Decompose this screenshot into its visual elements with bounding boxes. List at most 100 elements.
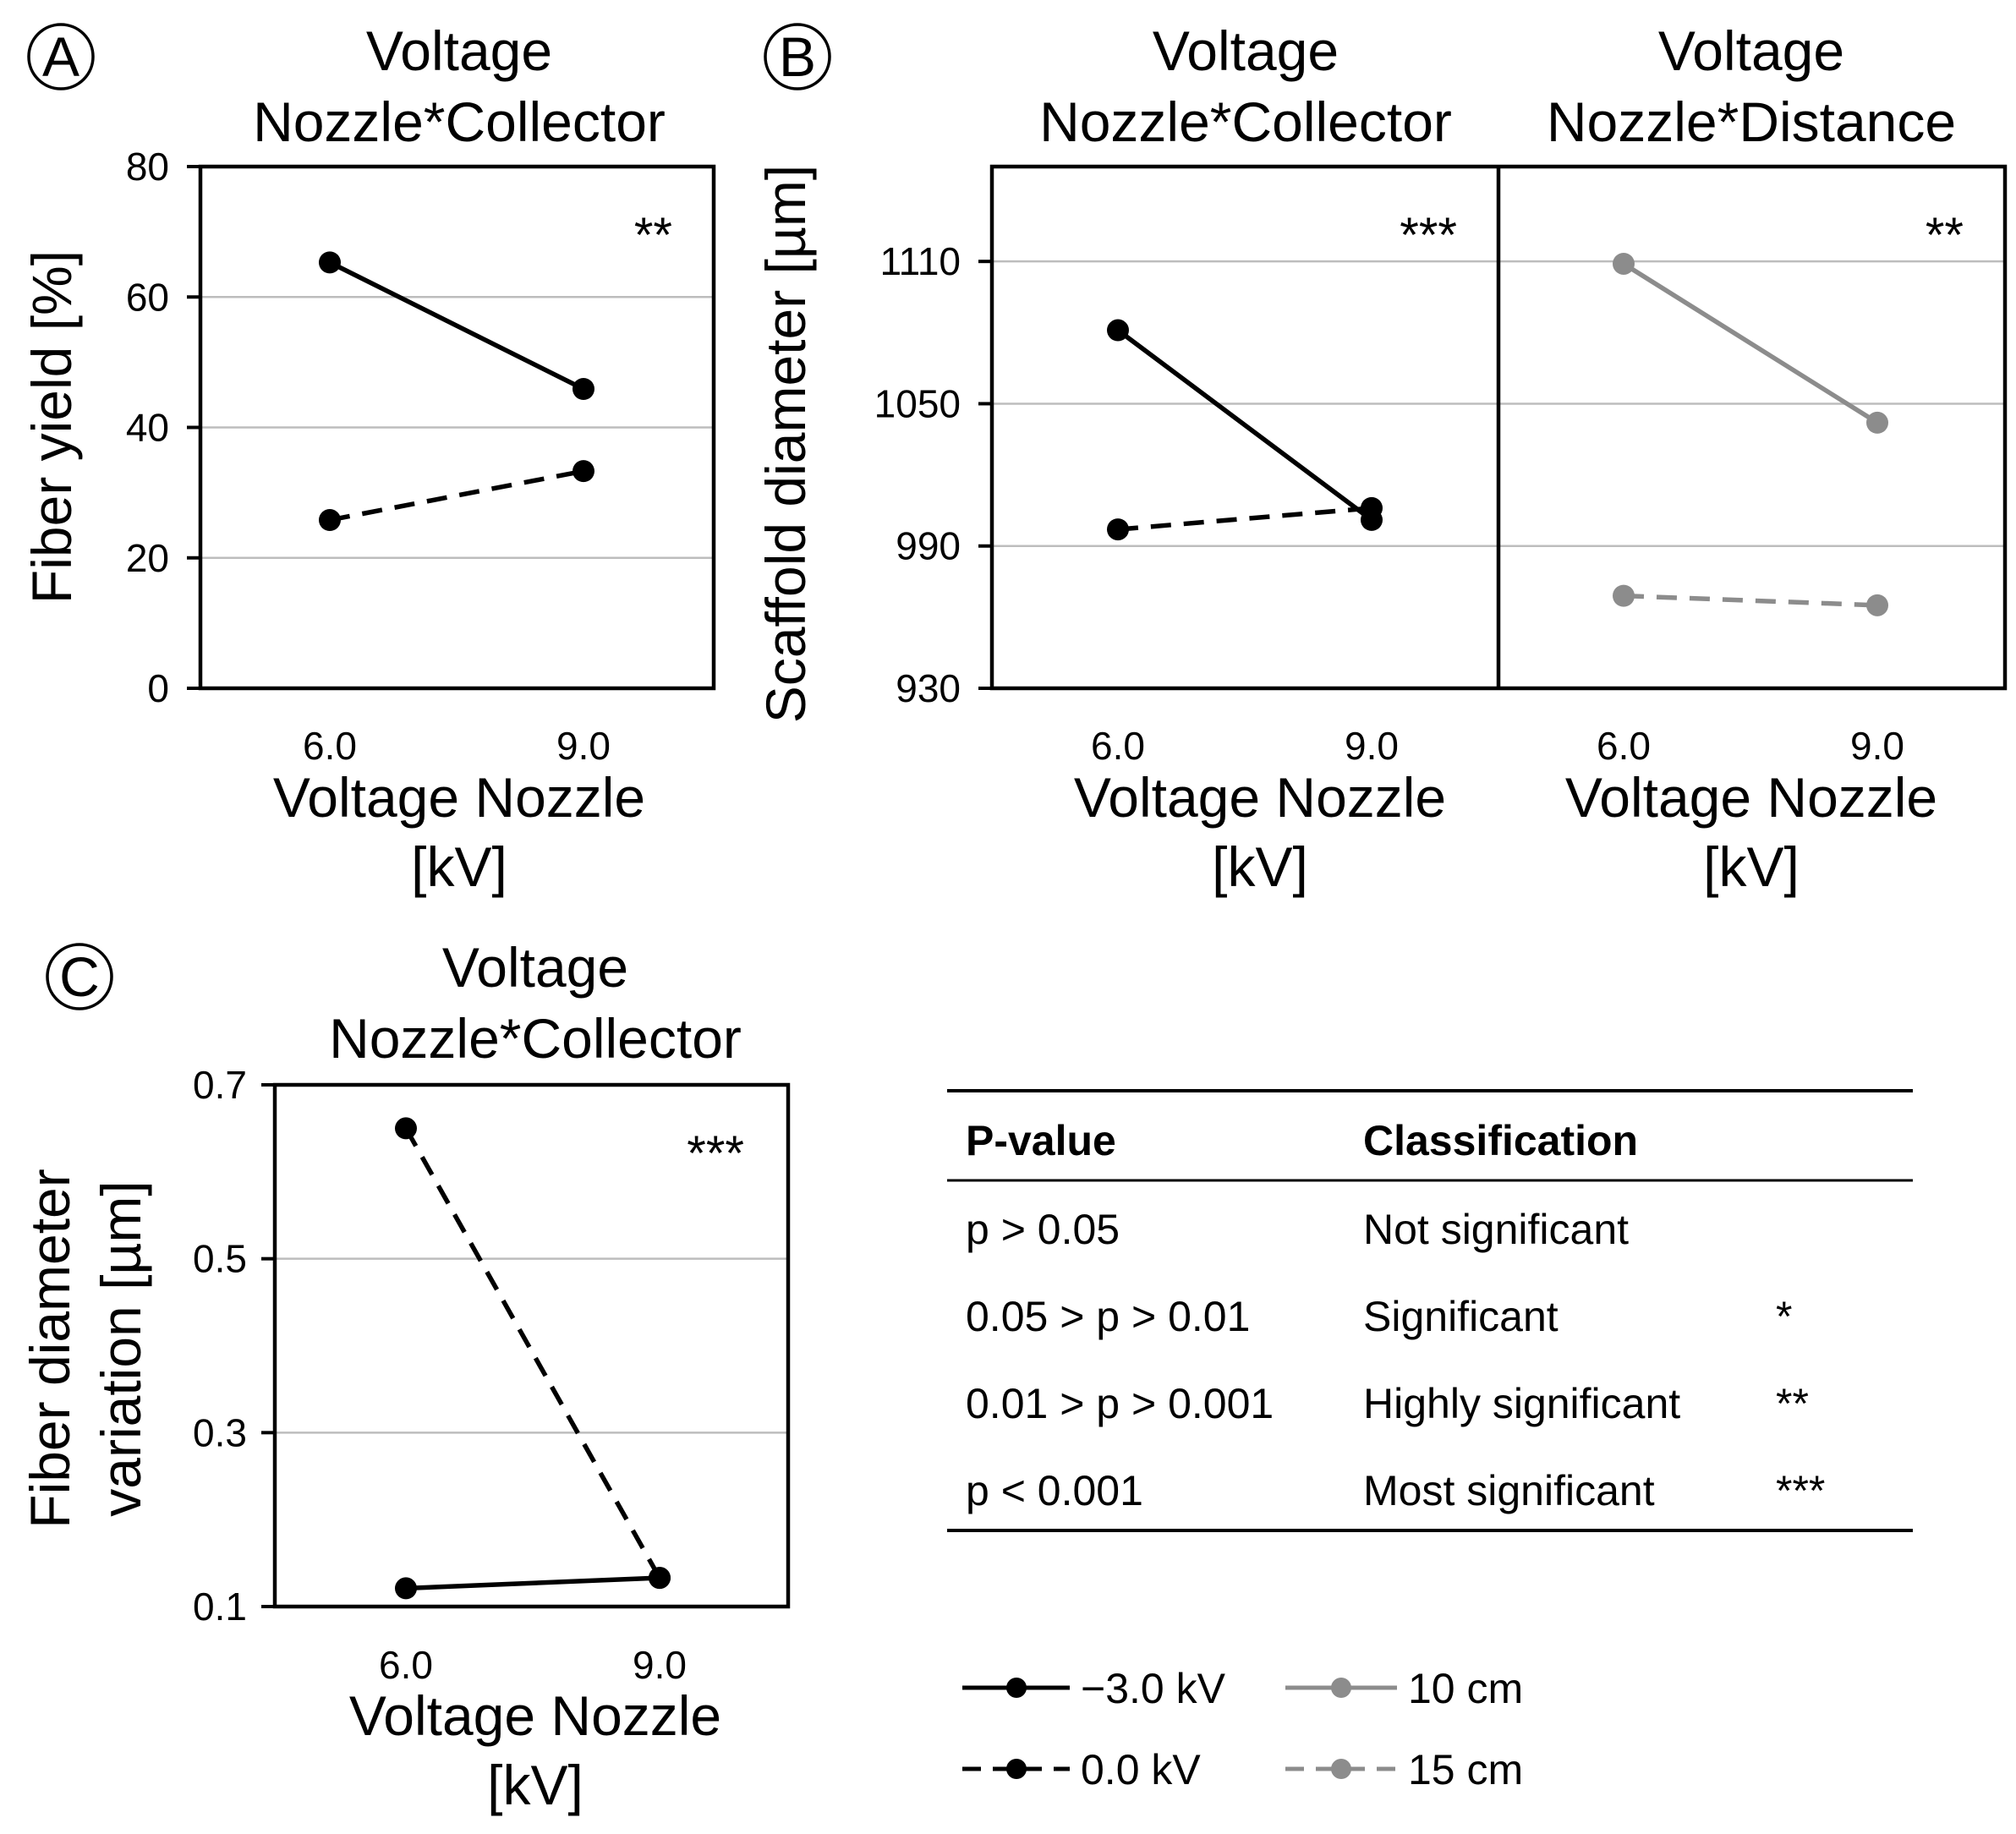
panel-b1-title-line-2: Nozzle*Collector — [1039, 90, 1452, 153]
table-cell-stars: * — [1776, 1293, 1792, 1340]
panel-c-x-tick-label: 9.0 — [633, 1643, 687, 1687]
table-cell-pvalue: 0.01 > p > 0.001 — [966, 1380, 1274, 1427]
table-cell-classification: Significant — [1363, 1293, 1559, 1340]
panel-a-y-axis-label: Fiber yield [%] — [20, 250, 83, 604]
data-point — [572, 377, 594, 400]
panel-c-x-axis-label-line-2: [kV] — [487, 1754, 583, 1816]
panel-a-series — [319, 251, 594, 532]
legend-label: 0.0 kV — [1081, 1746, 1201, 1793]
panel-a-title-line-1: Voltage — [366, 19, 552, 82]
panel-a-x-tick-label: 6.0 — [303, 724, 357, 768]
panel-b-y-ticks: 930 990 1050 1110 — [874, 239, 992, 710]
y-tick-label: 930 — [896, 666, 961, 710]
series-line — [1116, 328, 1373, 523]
panel-b2-title-line-1: Voltage — [1658, 19, 1844, 82]
panel-c-title-line-1: Voltage — [442, 936, 628, 999]
y-tick-label: 0.5 — [193, 1237, 247, 1281]
panel-a-x-axis-label-line-2: [kV] — [411, 835, 507, 898]
table-header-classification: Classification — [1363, 1117, 1638, 1164]
legend-label: 15 cm — [1408, 1746, 1523, 1793]
y-tick-label: 0 — [147, 666, 169, 710]
series-line — [1623, 593, 1878, 608]
panel-a-y-ticks: 0 20 40 60 80 — [126, 145, 200, 710]
data-point — [395, 1577, 417, 1600]
y-tick-label: 1050 — [874, 381, 961, 425]
y-tick-label: 990 — [896, 524, 961, 568]
panel-a-badge-circle — [27, 23, 95, 90]
legend-swatch-marker — [1331, 1759, 1351, 1779]
y-tick-label: 0.3 — [193, 1410, 247, 1454]
panel-b2-title-line-2: Nozzle*Distance — [1547, 90, 1956, 153]
table-cell-stars: ** — [1776, 1380, 1809, 1427]
table-cell-classification: Most significant — [1363, 1467, 1655, 1514]
series-line — [1117, 506, 1372, 532]
data-point — [1107, 518, 1129, 541]
legend-swatch-marker — [1006, 1678, 1027, 1698]
y-tick-label: 60 — [126, 275, 169, 319]
data-point — [1866, 411, 1888, 434]
panel-b2-x-tick-label: 9.0 — [1850, 724, 1904, 768]
series-line — [405, 1575, 660, 1591]
data-point — [1866, 594, 1888, 616]
panel-b2-x-axis-label-line-1: Voltage Nozzle — [1565, 766, 1937, 829]
legend-label: −3.0 kV — [1081, 1665, 1226, 1712]
table-cell-classification: Not significant — [1363, 1206, 1629, 1253]
significance-table: P-value Classification p > 0.05 Not sign… — [947, 1089, 1913, 1532]
table-header-pvalue: P-value — [966, 1117, 1116, 1164]
panel-c-x-tick-label: 6.0 — [379, 1643, 433, 1687]
data-point — [649, 1567, 671, 1590]
y-tick-label: 1110 — [879, 239, 961, 283]
panel-c: C Voltage Nozzle*Collector 0.10.30.50.7 … — [19, 936, 791, 1816]
y-tick-label: 40 — [126, 406, 169, 450]
data-point — [319, 509, 341, 532]
panel-b-y-axis-label: Scaffold diameter [µm] — [754, 165, 817, 723]
data-point — [1107, 319, 1129, 342]
table-cell-classification: Highly significant — [1363, 1380, 1680, 1427]
data-point — [1613, 252, 1635, 275]
panel-b2-x-axis-label-line-2: [kV] — [1703, 835, 1800, 898]
panel-b1-series — [1107, 319, 1383, 541]
panel-a-significance: ** — [634, 208, 672, 263]
data-point — [1613, 584, 1635, 607]
series-line — [403, 1127, 662, 1579]
data-point — [395, 1117, 417, 1140]
panel-b1-x-tick-label: 9.0 — [1345, 724, 1399, 768]
panel-c-x-axis-label-line-1: Voltage Nozzle — [349, 1684, 721, 1747]
panel-b: B Voltage Nozzle*Collector Voltage Nozzl… — [754, 19, 2008, 898]
panel-c-y-axis-label-line-1: Fiber diameter — [19, 1169, 81, 1529]
panel-a-title-line-2: Nozzle*Collector — [253, 90, 666, 153]
panel-c-series — [395, 1117, 671, 1600]
y-tick-label: 0.7 — [193, 1063, 247, 1107]
panel-c-y-axis-label-line-2: variation [µm] — [90, 1180, 152, 1516]
panel-c-gridlines — [275, 1257, 788, 1434]
table-cell-stars: *** — [1776, 1467, 1825, 1514]
data-point — [1361, 496, 1383, 519]
table-cell-pvalue: p < 0.001 — [966, 1467, 1143, 1514]
series-line — [1622, 261, 1879, 425]
panel-c-plot-frame — [272, 1082, 791, 1609]
panel-b2-series — [1613, 252, 1888, 616]
legend-swatch-marker — [1331, 1678, 1351, 1698]
panel-a: A Voltage Nozzle*Collector 0 20 40 60 80 6.0… — [20, 19, 716, 898]
panel-b1-x-tick-label: 6.0 — [1091, 724, 1145, 768]
panel-b1-x-axis-label-line-1: Voltage Nozzle — [1074, 766, 1446, 829]
panel-a-gridlines — [200, 296, 714, 559]
panel-b1-title-line-1: Voltage — [1153, 19, 1339, 82]
legend-item: 10 cm — [1285, 1665, 1523, 1712]
series-line — [329, 468, 584, 523]
table-cell-pvalue: 0.05 > p > 0.01 — [966, 1293, 1250, 1340]
legend-label: 10 cm — [1408, 1665, 1523, 1712]
legend-swatch-marker — [1006, 1759, 1027, 1779]
panel-c-y-ticks: 0.1 0.3 0.5 0.7 — [193, 1063, 275, 1629]
panel-c-badge: C — [59, 945, 100, 1008]
panel-c-badge-circle — [46, 943, 113, 1010]
legend-item: −3.0 kV — [962, 1665, 1226, 1712]
panel-b2-x-tick-label: 6.0 — [1597, 724, 1651, 768]
panel-a-badge: A — [42, 25, 79, 88]
y-tick-label: 20 — [126, 536, 169, 580]
panel-b-badge-circle — [764, 23, 831, 90]
legend-item: 15 cm — [1285, 1746, 1523, 1793]
y-tick-label: 80 — [126, 145, 169, 189]
panel-c-significance: *** — [687, 1126, 744, 1181]
